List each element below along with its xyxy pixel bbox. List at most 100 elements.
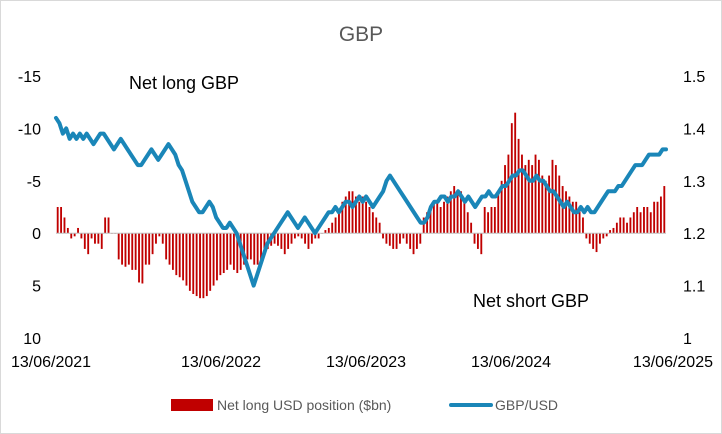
right-tick-label: 1.4 (683, 121, 705, 138)
usd-position-bar (432, 201, 435, 234)
usd-position-bar (77, 227, 79, 234)
left-tick-label: -15 (18, 69, 41, 86)
usd-position-bar (483, 207, 486, 234)
usd-position-bar (94, 233, 96, 244)
usd-position-bar (317, 233, 320, 239)
usd-position-bar (643, 207, 645, 234)
usd-position-bar (155, 233, 157, 244)
x-tick-label: 13/06/2022 (181, 354, 261, 371)
usd-position-bar (378, 222, 381, 234)
usd-position-bar (351, 191, 354, 234)
usd-position-bar (385, 233, 388, 244)
usd-position-bar (639, 212, 642, 234)
usd-position-bar (310, 233, 313, 244)
usd-position-bar (60, 207, 63, 234)
usd-position-bar (371, 212, 374, 234)
usd-position-bar (375, 217, 378, 234)
usd-position-bar (151, 233, 154, 255)
usd-position-bar (304, 233, 307, 244)
right-tick-label: 1.1 (683, 279, 705, 296)
usd-position-bar (141, 233, 144, 284)
usd-position-bar (195, 233, 198, 297)
usd-position-bar (514, 112, 517, 234)
usd-position-bar (273, 233, 276, 244)
usd-position-bar (656, 201, 659, 234)
usd-position-bar (134, 233, 137, 270)
usd-position-bar (344, 196, 347, 234)
usd-position-bar (182, 233, 185, 281)
usd-position-bar (585, 233, 588, 239)
usd-position-bar (632, 212, 635, 234)
usd-position-bar (348, 191, 351, 234)
usd-position-bar (260, 233, 262, 260)
right-tick-label: 1 (683, 331, 692, 348)
x-tick-label: 13/06/2023 (326, 354, 406, 371)
right-tick-label: 1.5 (683, 69, 705, 86)
usd-position-bar (327, 227, 330, 234)
usd-position-bar (100, 233, 103, 249)
usd-position-bar (399, 233, 401, 244)
usd-position-bar (256, 233, 259, 265)
usd-position-bar (551, 159, 554, 234)
usd-position-bar (663, 186, 666, 234)
usd-position-bar (338, 212, 340, 234)
usd-position-bar (659, 196, 662, 234)
usd-position-bar (527, 159, 530, 234)
usd-position-bar (236, 233, 239, 274)
usd-position-bar (175, 233, 178, 276)
usd-position-bar (480, 233, 483, 255)
usd-position-bar (646, 207, 649, 234)
right-tick-label: 1.2 (683, 226, 705, 243)
usd-position-bar (493, 207, 496, 234)
usd-position-bar (456, 191, 459, 234)
usd-position-bar (443, 201, 445, 234)
usd-position-bar (487, 212, 490, 234)
usd-position-bar (314, 233, 317, 239)
usd-position-bar (178, 233, 181, 278)
usd-position-bar (497, 191, 500, 234)
usd-position-bar (121, 233, 124, 265)
usd-position-bar (354, 196, 357, 234)
usd-position-bar (253, 233, 256, 265)
usd-position-bar (466, 212, 469, 234)
usd-position-bar (622, 217, 625, 234)
usd-position-bar (554, 165, 557, 234)
usd-position-bar (565, 191, 567, 234)
legend-line-label: GBP/USD (495, 397, 558, 413)
usd-position-bar (531, 165, 534, 234)
usd-position-bar (429, 207, 432, 234)
usd-position-bar (537, 159, 540, 234)
usd-position-bar (131, 233, 134, 270)
usd-position-bar (619, 217, 622, 234)
usd-position-bar (300, 233, 303, 239)
usd-position-bar (280, 233, 283, 249)
usd-position-bar (534, 154, 537, 234)
usd-position-bar (541, 175, 544, 234)
usd-position-bar (517, 138, 520, 234)
usd-position-bar (365, 201, 368, 234)
usd-position-bar (405, 233, 408, 244)
usd-position-bar (568, 196, 571, 234)
usd-position-bar (524, 165, 527, 234)
usd-position-bar (476, 233, 479, 249)
usd-position-bar (605, 233, 608, 237)
usd-position-bar (219, 233, 222, 276)
usd-position-bar (571, 201, 574, 234)
usd-position-bar (185, 233, 188, 286)
annotation-net-long: Net long GBP (129, 73, 239, 93)
usd-position-bar (56, 207, 59, 234)
usd-position-bar (598, 233, 601, 244)
usd-position-bar (73, 233, 76, 237)
usd-position-bar (293, 233, 296, 239)
usd-position-bar (192, 233, 195, 294)
usd-position-bar (368, 207, 371, 234)
usd-position-bar (117, 233, 120, 260)
usd-position-bar (588, 233, 591, 244)
usd-position-bar (188, 233, 191, 291)
usd-position-bar (66, 227, 69, 234)
usd-position-bar (500, 180, 503, 234)
usd-position-bar (341, 201, 344, 234)
usd-position-bar (205, 233, 208, 297)
